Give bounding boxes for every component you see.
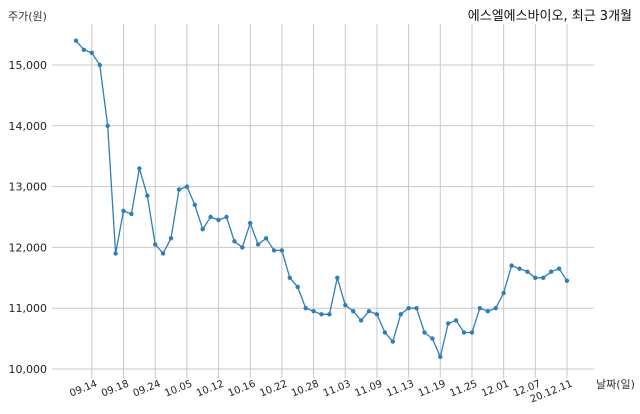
x-tick-label: 10.22 [258, 379, 289, 400]
data-point [89, 50, 95, 55]
x-tick-label: 11.03 [322, 379, 353, 400]
x-axis-label: 날짜(일) [596, 377, 635, 391]
data-point [319, 312, 324, 317]
data-point [525, 269, 530, 274]
price-line [75, 40, 568, 359]
data-point [311, 309, 316, 314]
data-point [446, 321, 451, 326]
data-point [438, 354, 443, 359]
data-point [358, 318, 364, 323]
data-point [351, 309, 356, 314]
x-tick-label: 09.14 [68, 379, 99, 400]
data-point [533, 275, 538, 280]
x-tick-label: 10.12 [195, 379, 226, 400]
data-point [335, 275, 340, 280]
x-tick-label: 11.09 [353, 379, 384, 400]
data-point [184, 184, 190, 189]
data-point [113, 251, 118, 256]
y-tick-label: 11,000 [9, 302, 48, 315]
y-tick-label: 12,000 [9, 241, 48, 254]
data-point [287, 275, 292, 280]
data-point [145, 193, 150, 198]
data-point [541, 275, 546, 280]
data-point [549, 269, 554, 274]
data-point [414, 306, 419, 311]
y-tick-labels: 10,000 11,000 12,000 13,000 14,000 15,000 [9, 59, 48, 376]
x-tick-label: 11.13 [385, 379, 416, 400]
data-point [97, 62, 103, 68]
x-tick-label: 10.28 [290, 379, 321, 400]
y-axis-label: 주가(원) [8, 10, 47, 23]
data-point [564, 278, 570, 283]
data-point [240, 245, 245, 250]
x-tick-label: 09.18 [100, 379, 131, 400]
data-point [556, 266, 562, 271]
data-point [176, 187, 182, 192]
y-tick-label: 15,000 [9, 59, 48, 72]
x-tick-labels: 09.14 09.18 09.24 10.05 10.12 10.16 10.22 10.28… [68, 379, 574, 406]
data-point [485, 309, 490, 314]
data-point [232, 239, 237, 244]
data-point [168, 236, 174, 241]
data-point [469, 330, 475, 335]
data-point [105, 123, 110, 128]
data-point [129, 211, 134, 217]
data-point [517, 266, 522, 271]
x-tick-label: 11.19 [417, 379, 448, 400]
data-point [366, 309, 372, 314]
data-point [343, 303, 348, 308]
data-point [153, 242, 158, 247]
data-point [160, 251, 166, 256]
data-point [406, 306, 411, 311]
data-point [390, 339, 395, 344]
data-point [303, 306, 308, 311]
data-point [509, 263, 514, 268]
data-point [493, 306, 498, 311]
data-point [248, 220, 253, 226]
y-tick-label: 14,000 [9, 120, 48, 133]
x-tick-label: 10.05 [163, 379, 194, 400]
data-point [422, 330, 427, 335]
x-tick-label: 12.01 [480, 379, 511, 400]
data-point [382, 330, 388, 335]
x-tick-label: 10.16 [227, 379, 258, 400]
x-tick-label: 09.24 [132, 379, 163, 400]
data-point [255, 242, 261, 247]
data-point [295, 284, 300, 290]
data-point [501, 290, 506, 296]
data-point [263, 236, 269, 241]
data-point [477, 306, 483, 311]
data-point [398, 312, 403, 317]
data-point [279, 248, 285, 253]
data-point [208, 214, 213, 220]
data-point [327, 312, 332, 317]
chart-title: 에스엘에스바이오, 최근 3개월 [468, 9, 632, 24]
y-tick-label: 10,000 [9, 363, 48, 376]
data-point [200, 227, 205, 232]
data-point [271, 248, 277, 253]
data-point [81, 47, 87, 52]
x-tick-label: 11.25 [448, 379, 479, 400]
data-point [137, 166, 142, 171]
data-point [453, 318, 459, 323]
price-points [73, 38, 570, 359]
y-tick-label: 13,000 [9, 181, 48, 194]
data-point [192, 202, 197, 207]
data-point [224, 214, 229, 220]
data-point [216, 217, 221, 223]
data-point [374, 312, 380, 317]
data-point [73, 38, 79, 43]
data-point [430, 336, 435, 341]
data-point [121, 208, 126, 214]
gridlines [52, 24, 594, 378]
data-point [461, 330, 467, 335]
